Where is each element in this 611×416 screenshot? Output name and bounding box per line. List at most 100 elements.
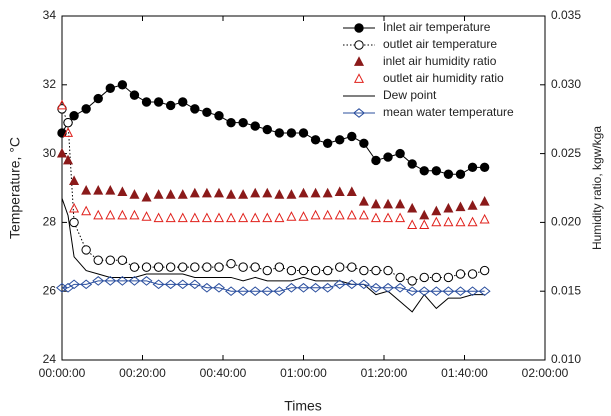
data-point [188,279,201,290]
x-tick-label: 00:40:00 [200,366,247,380]
data-point [286,189,297,199]
data-point [69,202,80,213]
x-axis-title: Times [284,398,322,414]
data-point [213,212,224,223]
legend-label: outlet air humidity ratio [383,71,504,85]
data-point [93,93,103,104]
data-point [274,212,285,223]
data-point [394,282,407,293]
data-point [370,198,381,209]
data-point [225,286,238,297]
data-point [310,209,321,220]
data-point [63,154,74,165]
y2-tick-label: 0.025 [551,146,581,160]
data-point [285,282,298,293]
data-point [346,186,357,197]
data-point [69,175,80,186]
data-point [226,189,237,199]
data-point [322,265,333,276]
data-point [129,189,140,199]
data-point [407,219,418,230]
data-point [56,147,68,158]
data-point [286,128,297,138]
data-point [141,211,152,221]
data-point [176,279,189,290]
x-tick-label: 00:00:00 [39,366,86,380]
data-point [81,205,92,216]
data-point [178,97,188,107]
data-point [93,184,104,195]
data-point [129,209,140,220]
x-tick-label: 01:40:00 [441,366,488,380]
data-point [128,276,141,286]
data-point [395,198,406,209]
data-point [443,202,454,213]
data-point [383,265,393,276]
data-point [153,212,164,223]
data-point [431,216,442,227]
data-point [165,189,176,199]
data-point [407,202,418,213]
data-point [273,286,286,297]
data-point [238,189,249,199]
data-point [105,184,116,195]
data-point [177,212,188,223]
data-point [297,282,310,293]
data-point [250,212,261,223]
data-point [93,209,104,220]
data-point [214,111,224,121]
data-point [238,262,248,272]
data-point [419,166,429,176]
data-point [261,286,274,297]
data-point [298,265,309,276]
data-point [129,90,140,100]
data-point [345,279,358,290]
data-point [200,282,213,293]
data-point [226,212,237,223]
data-point [212,282,225,293]
data-point [190,104,200,114]
data-point [274,262,285,272]
data-point [395,272,405,283]
data-point [321,282,334,293]
data-point [250,187,261,198]
data-point [310,187,321,198]
legend-marker [353,56,365,66]
data-point [322,138,333,148]
data-point [81,245,91,255]
data-point [226,117,236,128]
data-point [454,286,467,297]
data-point [189,187,200,198]
data-point [69,111,79,121]
data-point [371,155,381,166]
data-point [81,184,92,195]
data-point [298,128,309,138]
data-point [455,169,466,179]
data-point [69,217,79,228]
legend-marker [354,23,364,33]
data-point [286,265,297,276]
data-point [104,276,117,286]
data-point [190,262,200,272]
data-point [406,286,419,297]
data-point [443,216,454,227]
data-point [419,272,429,283]
data-point [431,205,442,216]
data-point [466,286,479,297]
data-point [395,148,405,159]
data-point [117,209,128,220]
data-point [153,97,164,107]
data-point [455,201,466,212]
data-point [443,272,454,283]
data-point [165,100,176,111]
data-point [165,212,176,223]
data-point [117,80,128,90]
data-point [298,187,309,198]
data-point [153,262,164,272]
data-point [431,272,442,283]
data-point [419,219,430,230]
y-tick-label: 24 [43,352,57,366]
data-point [310,265,321,276]
data-point [383,212,394,223]
